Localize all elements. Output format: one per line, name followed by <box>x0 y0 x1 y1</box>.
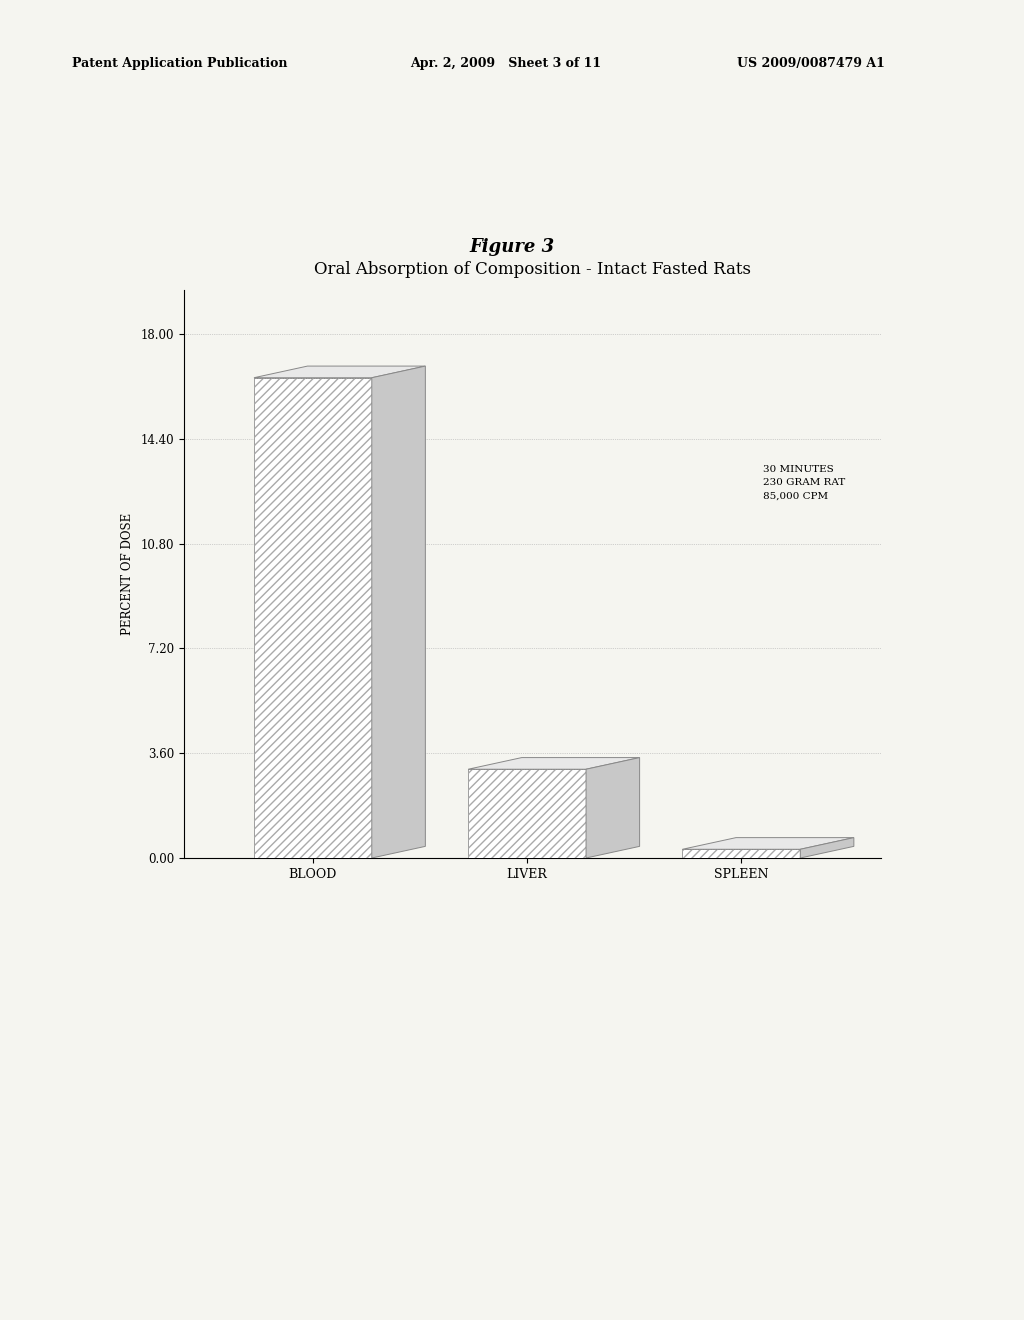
Polygon shape <box>254 366 425 378</box>
FancyBboxPatch shape <box>254 378 372 858</box>
FancyBboxPatch shape <box>468 770 586 858</box>
Y-axis label: PERCENT OF DOSE: PERCENT OF DOSE <box>121 513 134 635</box>
Polygon shape <box>468 758 640 770</box>
FancyBboxPatch shape <box>682 849 801 858</box>
Title: Oral Absorption of Composition - Intact Fasted Rats: Oral Absorption of Composition - Intact … <box>314 261 751 277</box>
Text: Apr. 2, 2009   Sheet 3 of 11: Apr. 2, 2009 Sheet 3 of 11 <box>410 57 601 70</box>
Text: 30 MINUTES
230 GRAM RAT
85,000 CPM: 30 MINUTES 230 GRAM RAT 85,000 CPM <box>763 465 845 500</box>
Polygon shape <box>682 838 854 849</box>
Text: Figure 3: Figure 3 <box>469 238 555 256</box>
Polygon shape <box>801 838 854 858</box>
Text: US 2009/0087479 A1: US 2009/0087479 A1 <box>737 57 885 70</box>
Text: Patent Application Publication: Patent Application Publication <box>72 57 287 70</box>
Polygon shape <box>586 758 640 858</box>
Polygon shape <box>372 366 425 858</box>
